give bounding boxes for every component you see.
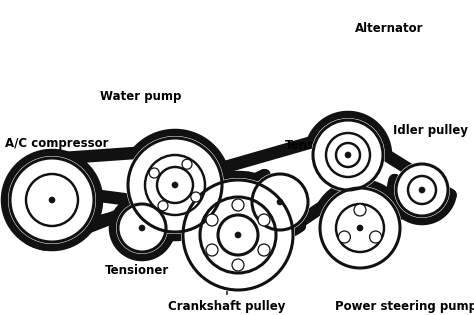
Text: Idler pulley: Idler pulley xyxy=(393,124,468,137)
Circle shape xyxy=(394,162,450,218)
Text: A/C compressor: A/C compressor xyxy=(5,137,109,150)
Circle shape xyxy=(345,152,351,158)
Text: Crankshaft pulley: Crankshaft pulley xyxy=(168,254,285,313)
Circle shape xyxy=(235,232,241,238)
Circle shape xyxy=(419,187,425,193)
Circle shape xyxy=(206,214,218,226)
Circle shape xyxy=(8,156,96,244)
Circle shape xyxy=(139,225,145,231)
Text: Power steering pump: Power steering pump xyxy=(335,300,474,313)
Circle shape xyxy=(354,204,366,216)
Text: Alternator: Alternator xyxy=(355,22,423,35)
Circle shape xyxy=(206,244,218,256)
Circle shape xyxy=(311,118,385,192)
Circle shape xyxy=(116,202,168,254)
Circle shape xyxy=(258,214,270,226)
Text: Tensioner: Tensioner xyxy=(105,264,169,277)
Circle shape xyxy=(250,172,310,232)
Circle shape xyxy=(318,186,402,270)
Circle shape xyxy=(232,199,244,211)
Circle shape xyxy=(158,201,168,211)
Circle shape xyxy=(357,225,363,231)
Text: Tensioner: Tensioner xyxy=(285,139,349,152)
Circle shape xyxy=(126,136,224,234)
Circle shape xyxy=(258,244,270,256)
Text: Water pump: Water pump xyxy=(100,90,182,103)
Circle shape xyxy=(172,182,178,188)
Circle shape xyxy=(181,178,295,292)
Circle shape xyxy=(49,197,55,203)
Circle shape xyxy=(370,231,382,243)
Circle shape xyxy=(277,199,283,205)
Circle shape xyxy=(191,192,201,202)
Circle shape xyxy=(232,259,244,271)
Circle shape xyxy=(182,159,192,169)
Circle shape xyxy=(149,168,159,178)
Circle shape xyxy=(338,231,350,243)
